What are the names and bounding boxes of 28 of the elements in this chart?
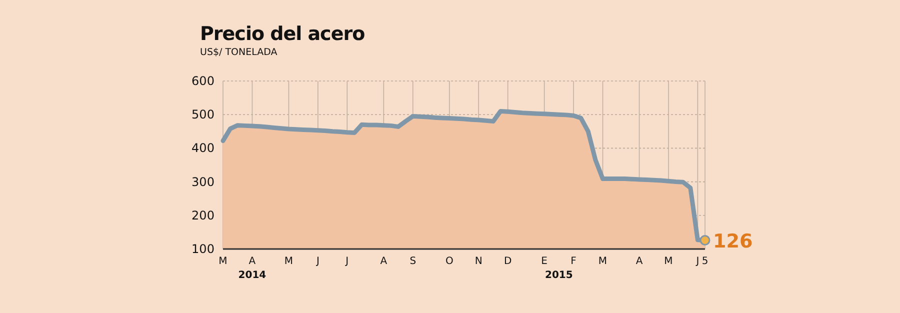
x-tick-label: D <box>504 256 512 267</box>
y-tick-label: 100 <box>192 242 214 256</box>
y-tick-label: 200 <box>192 208 214 222</box>
x-tick-label: M <box>664 256 673 267</box>
x-tick-label: N <box>474 256 482 267</box>
x-tick-label: J <box>695 256 700 267</box>
x-tick-label: M <box>284 256 294 267</box>
x-tick-label: A <box>636 256 643 267</box>
x-tick-label: 5 <box>702 256 708 267</box>
x-tick-label: M <box>598 256 608 267</box>
x-tick-label: M <box>218 256 228 267</box>
text: 2014 <box>238 270 266 281</box>
x-tick-label: E <box>541 256 548 267</box>
x-tick-label: S <box>410 256 416 267</box>
x-tick-label: A <box>248 256 256 267</box>
y-tick-label: 400 <box>192 141 214 156</box>
text: 2015 <box>545 270 573 281</box>
chart-subtitle: US$/ TONELADA <box>200 47 278 58</box>
x-tick-label: A <box>380 256 388 267</box>
y-tick-label: 500 <box>192 108 214 122</box>
y-tick-label: 300 <box>192 174 214 189</box>
data-label: 126 <box>713 230 753 252</box>
x-tick-label: F <box>570 256 577 267</box>
x-tick-label: J <box>315 256 320 267</box>
chart-title: Precio del acero <box>200 23 366 45</box>
x-tick-label: O <box>445 256 454 267</box>
y-tick-label: 600 <box>192 74 214 88</box>
x-tick-label: J <box>344 256 349 267</box>
